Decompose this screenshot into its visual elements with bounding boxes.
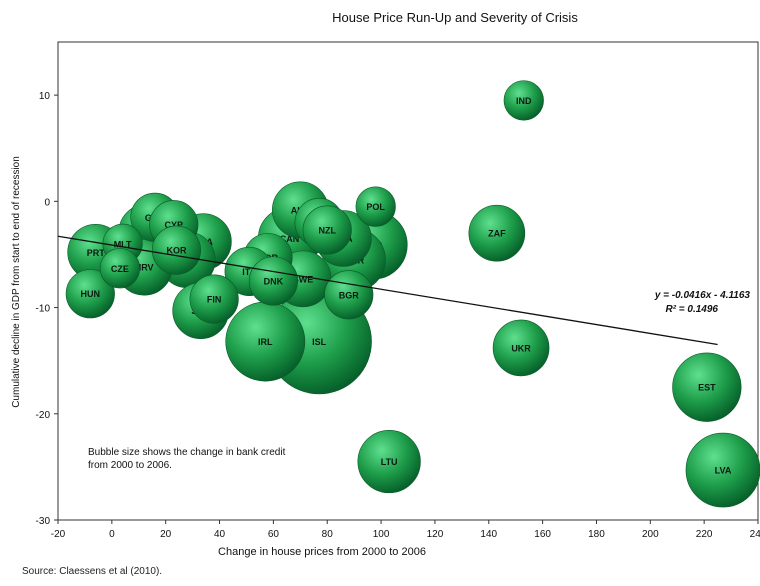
- bubble-label: HRV: [135, 263, 154, 273]
- x-tick-label: 120: [427, 529, 444, 540]
- bubble-label: LVA: [715, 466, 732, 476]
- bubble-bgr: BGR: [324, 270, 374, 320]
- bubble-pol: POL: [355, 186, 396, 227]
- bubble-series: ISLIRLLVAESPESTGBRCANLTUAUSFRASWEZAFCHEU…: [65, 80, 760, 508]
- bubble-fin: FIN: [189, 274, 239, 324]
- bubble-circle: [355, 186, 396, 227]
- bubble-cze: CZE: [99, 248, 141, 289]
- bubble-ukr: UKR: [492, 319, 550, 377]
- x-tick-label: 180: [588, 529, 605, 540]
- y-tick-label: 0: [44, 197, 50, 208]
- bubble-label: HUN: [81, 289, 101, 299]
- x-tick-label: 80: [322, 529, 334, 540]
- bubble-circle: [151, 225, 202, 275]
- bubble-label: MLT: [114, 239, 132, 249]
- bubble-label: POL: [366, 202, 385, 212]
- y-axis: -30 -20 -10 0 10: [36, 91, 58, 527]
- x-axis-label: Change in house prices from 2000 to 2006: [218, 546, 426, 558]
- bubble-irl: IRL: [225, 301, 306, 382]
- bubble-circle: [468, 204, 526, 262]
- bubble-label: SWE: [293, 274, 314, 284]
- bubble-circle: [672, 352, 742, 422]
- trendline-equation: y = -0.0416x - 4.1163: [654, 290, 751, 301]
- bubble-label: IRL: [258, 337, 273, 347]
- bubble-label: BGR: [339, 290, 360, 300]
- x-tick-label: 20: [160, 529, 172, 540]
- x-tick-label: 160: [534, 529, 551, 540]
- bubble-nzl: NZL: [302, 205, 352, 255]
- y-tick-label: -20: [36, 410, 51, 421]
- bubble-circle: [99, 248, 141, 289]
- bubble-kor: KOR: [151, 225, 202, 275]
- bubble-label: PRT: [87, 248, 106, 258]
- bubble-label: CZE: [111, 264, 129, 274]
- y-tick-label: -10: [36, 304, 51, 315]
- bubble-ltu: LTU: [357, 429, 421, 494]
- bubble-circle: [302, 205, 352, 255]
- x-tick-label: 200: [642, 529, 659, 540]
- bubble-ind: IND: [503, 80, 544, 121]
- x-tick-label: 220: [696, 529, 713, 540]
- bubble-label: NZL: [318, 226, 336, 236]
- bubble-zaf: ZAF: [468, 204, 526, 262]
- bubble-label: IND: [516, 96, 532, 106]
- chart-title: House Price Run-Up and Severity of Crisi…: [332, 10, 578, 25]
- x-tick-label: 60: [268, 529, 280, 540]
- x-axis: -20 0 20 40 60 80 100 120 140 160 180 200 220 240: [51, 520, 760, 540]
- bubble-label: ZAF: [488, 229, 506, 239]
- bubble-circle: [685, 432, 760, 508]
- bubble-label: DNK: [264, 277, 284, 287]
- bubble-circle: [357, 429, 421, 494]
- bubble-label: KOR: [166, 246, 187, 256]
- bubble-circle: [65, 269, 115, 319]
- bubble-circle: [503, 80, 544, 121]
- bubble-hun: HUN: [65, 269, 115, 319]
- bubble-circle: [189, 274, 239, 324]
- x-tick-label: -20: [51, 529, 66, 540]
- bubble-label: LTU: [381, 457, 398, 467]
- source-note: Source: Claessens et al (2010).: [22, 566, 163, 577]
- bubble-label: EST: [698, 383, 716, 393]
- trendline: [57, 235, 718, 346]
- y-tick-label: -30: [36, 516, 51, 527]
- bubble-size-note-box: Bubble size shows the change in bank cre…: [88, 447, 286, 471]
- bubble-label: CAN: [280, 234, 300, 244]
- bubble-size-note: Bubble size shows the change in bank cre…: [88, 447, 286, 471]
- bubble-lva: LVA: [685, 432, 760, 508]
- bubble-est: EST: [672, 352, 742, 422]
- bubble-label: UKR: [511, 343, 531, 353]
- y-axis-label: Cumulative decline in GDP from start to …: [11, 156, 22, 408]
- bubble-circle: [324, 270, 374, 320]
- y-tick-label: 10: [39, 91, 51, 102]
- x-tick-label: 100: [373, 529, 390, 540]
- x-tick-label: 40: [214, 529, 226, 540]
- bubble-label: FIN: [207, 295, 222, 305]
- bubble-label: CYP: [165, 220, 184, 230]
- bubble-label: ITA: [242, 267, 256, 277]
- trendline-path: [57, 235, 718, 346]
- bubble-circle: [248, 256, 298, 306]
- bubble-circle: [492, 319, 550, 377]
- bubble-dnk: DNK: [248, 256, 298, 306]
- x-tick-label: 240: [750, 529, 760, 540]
- x-tick-label: 140: [480, 529, 497, 540]
- bubble-label: ISL: [312, 337, 327, 347]
- x-tick-label: 0: [109, 529, 115, 540]
- trendline-r2: R² = 0.1496: [665, 304, 718, 315]
